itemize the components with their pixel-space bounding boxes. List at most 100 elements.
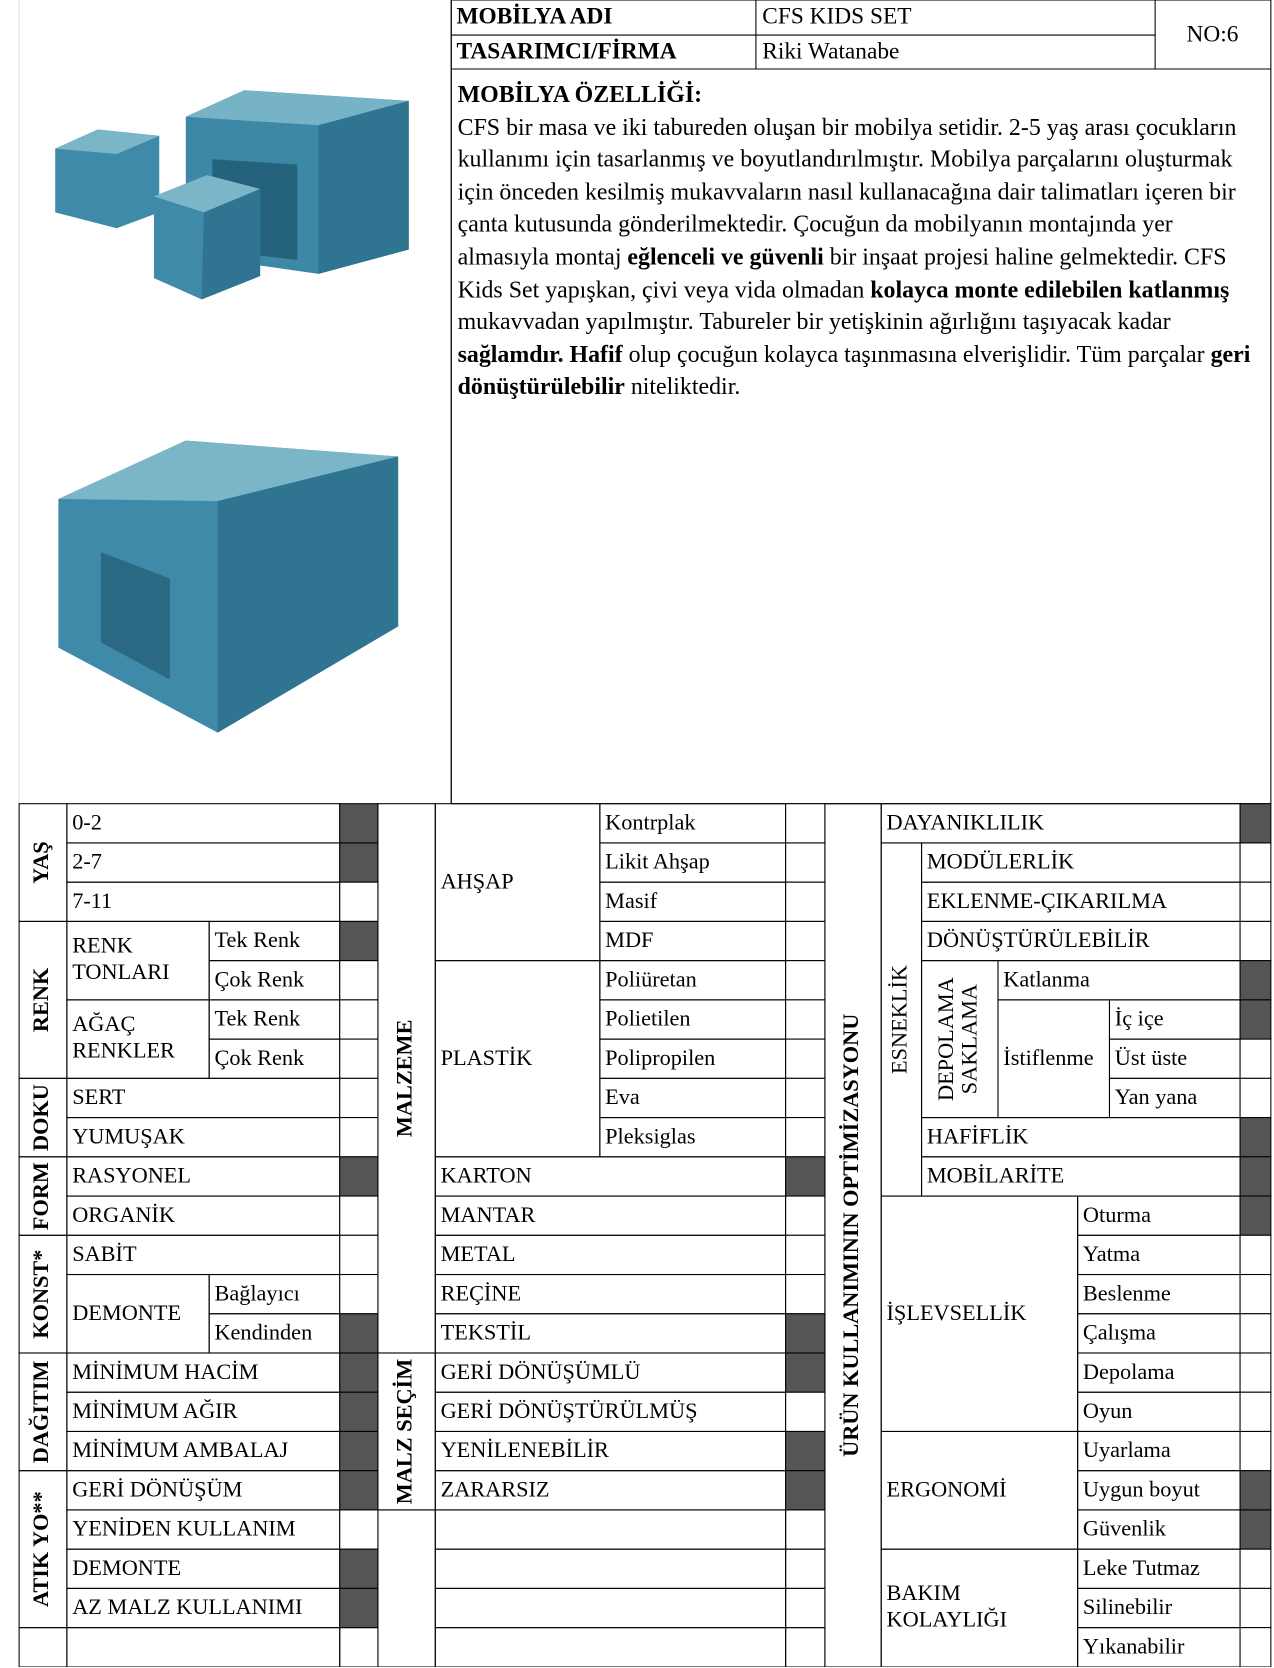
cell-label: PLASTİK (441, 1045, 533, 1070)
checkbox (339, 1273, 379, 1315)
checkbox (1239, 1234, 1272, 1276)
table-cell (785, 1509, 826, 1550)
cell-label: SABİT (72, 1241, 137, 1266)
checkbox (1239, 1587, 1272, 1629)
checkbox (1239, 1117, 1272, 1158)
cell-label: Oturma (1083, 1202, 1151, 1227)
checkbox (1239, 999, 1272, 1040)
checkbox (785, 1391, 826, 1432)
table-cell (18, 1627, 68, 1667)
checkbox (339, 1038, 379, 1079)
checkbox (339, 1156, 379, 1197)
cell-label: RENKLER (72, 1037, 175, 1062)
cell-label: Katlanma (1003, 966, 1090, 991)
vertical-label: MALZ SEÇİM (392, 1359, 417, 1504)
vertical-label: ATIK YO** (28, 1491, 53, 1607)
checkbox (785, 1352, 826, 1393)
table-cell (434, 1548, 787, 1589)
cell-label: DAYANIKLILIK (887, 809, 1045, 834)
cell-label: Uygun boyut (1083, 1476, 1201, 1501)
cell-label: DÖNÜŞTÜRÜLEBİLİR (927, 927, 1150, 952)
table-cell (434, 1587, 787, 1629)
checkbox (339, 960, 379, 1001)
vertical-label: DAĞITIM (27, 1360, 53, 1463)
description-text: niteliktedir. (624, 373, 741, 400)
cell-label: MİNİMUM HACİM (72, 1359, 258, 1384)
cell-label: Leke Tutmaz (1083, 1555, 1200, 1580)
cell-label: Tek Renk (214, 927, 301, 952)
cell-label: AZ MALZ KULLANIMI (72, 1594, 302, 1619)
field-label: MOBİLYA ADI (457, 3, 613, 29)
description-text: kolayca monte edilebilen katlanmış (870, 275, 1230, 303)
cell-label: KARTON (441, 1163, 532, 1188)
checkbox (339, 1509, 379, 1550)
checkbox (1239, 1548, 1272, 1589)
checkbox (339, 1587, 379, 1629)
checkbox (1239, 1195, 1272, 1236)
checkbox (339, 999, 379, 1040)
checkbox (785, 1156, 826, 1197)
checkbox (339, 803, 379, 844)
checkbox (785, 842, 826, 883)
checkbox (785, 1470, 826, 1511)
checkbox (1239, 1470, 1272, 1511)
checkbox (339, 1195, 379, 1236)
cell-label: AĞAÇ (72, 1011, 135, 1036)
checkbox (339, 1430, 379, 1472)
checkbox (339, 1548, 379, 1589)
cell-label: GERİ DÖNÜŞÜM (72, 1476, 242, 1501)
cell-label: Çok Renk (214, 966, 305, 991)
table-cell (339, 1627, 379, 1667)
checkbox (1239, 960, 1272, 1001)
cell-label: KOLAYLIĞI (887, 1606, 1007, 1631)
cell-label: Polietilen (605, 1006, 690, 1031)
cell-label: Güvenlik (1083, 1516, 1167, 1541)
checkbox (785, 1077, 826, 1119)
checkbox (339, 1391, 379, 1432)
description-body: CFS bir masa ve iki tabureden oluşan bir… (458, 111, 1269, 403)
cell-label: DEMONTE (72, 1555, 181, 1580)
cell-label: EKLENME-ÇIKARILMA (927, 888, 1167, 913)
cell-label: Kontrplak (605, 809, 696, 834)
checkbox (339, 920, 379, 962)
cell-label: MDF (605, 927, 653, 952)
description-text: CFS bir masa ve iki tabureden oluşan bir… (457, 113, 1237, 270)
table-cell (66, 803, 341, 844)
cell-label: İstiflenme (1003, 1045, 1093, 1070)
cell-label: TEKSTİL (441, 1320, 531, 1345)
description-text: bir inşaat projesi haline gelmektedir. C… (457, 243, 1227, 303)
cell-label: YENİDEN KULLANIM (72, 1516, 296, 1541)
cell-label: 0-2 (72, 809, 102, 834)
cell-label: MODÜLERLİK (927, 849, 1074, 874)
checkbox (339, 1077, 379, 1119)
cell-label: MOBİLARİTE (927, 1163, 1064, 1188)
vertical-label: DOKU (28, 1084, 53, 1151)
cell-label: Polipropilen (605, 1045, 715, 1070)
cell-label: Silinebilir (1083, 1594, 1173, 1619)
field-value: Riki Watanabe (762, 38, 899, 64)
checkbox (339, 1352, 379, 1393)
checkbox (785, 960, 826, 1001)
checkbox (1239, 1077, 1272, 1119)
vertical-label: YAŞ (28, 841, 53, 884)
checkbox (1239, 1038, 1272, 1079)
checkbox (339, 1470, 379, 1511)
checkbox (1239, 842, 1272, 883)
field-value: CFS KIDS SET (762, 3, 911, 29)
checkbox (1239, 1430, 1272, 1472)
checkbox (1239, 881, 1272, 922)
cell-label: REÇİNE (441, 1280, 521, 1305)
description-text: geri dönüştürülebilir (457, 340, 1251, 400)
cell-label: 2-7 (72, 849, 102, 874)
vertical-label: SAKLAMA (957, 984, 982, 1094)
checkbox (785, 1195, 826, 1236)
vertical-label: DEPOLAMA (933, 977, 958, 1101)
checkbox (785, 1038, 826, 1079)
checkbox (785, 1313, 826, 1354)
cell-label: BAKIM (887, 1580, 961, 1605)
checkbox (785, 1117, 826, 1158)
cell-label: ORGANİK (72, 1202, 175, 1227)
